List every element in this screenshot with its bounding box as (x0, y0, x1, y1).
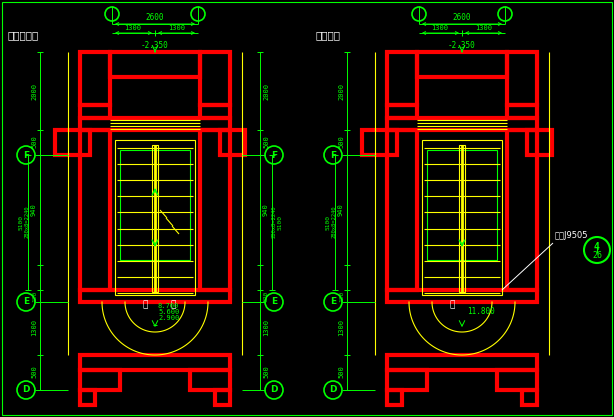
Bar (507, 105, 537, 118)
Text: F: F (23, 151, 29, 159)
Text: -2.350: -2.350 (448, 41, 476, 50)
Text: 8.700: 8.700 (158, 303, 179, 309)
Text: 1300: 1300 (125, 25, 141, 31)
Text: 5.600: 5.600 (158, 309, 179, 315)
Text: 1300: 1300 (31, 319, 37, 337)
Bar (80, 118, 230, 130)
Bar (80, 52, 110, 105)
Bar (417, 52, 507, 77)
Text: 120: 120 (263, 290, 268, 301)
Bar (110, 52, 200, 77)
Text: 280x8=2240: 280x8=2240 (25, 206, 30, 238)
Bar (362, 130, 397, 155)
Text: 下: 下 (142, 300, 148, 309)
Text: 280x8=2240: 280x8=2240 (272, 206, 277, 238)
Bar (422, 140, 502, 295)
Text: 2.900: 2.900 (158, 315, 179, 321)
Text: D: D (22, 385, 29, 394)
Text: 940: 940 (263, 203, 269, 216)
Text: 2000: 2000 (338, 83, 344, 100)
Bar (120, 150, 190, 260)
Bar (387, 52, 417, 105)
Text: 上: 上 (170, 300, 176, 309)
Text: 顶层平面: 顶层平面 (315, 30, 340, 40)
Text: 1300: 1300 (475, 25, 492, 31)
Text: 1300: 1300 (432, 25, 448, 31)
Bar (200, 52, 230, 105)
Text: D: D (329, 385, 336, 394)
Text: 1300: 1300 (338, 319, 344, 337)
Bar (427, 150, 497, 260)
Text: E: E (23, 297, 29, 306)
Bar (80, 290, 230, 302)
Text: 940: 940 (338, 203, 344, 216)
Bar (80, 105, 110, 118)
Text: 下: 下 (449, 300, 455, 309)
Text: 280x8=2240: 280x8=2240 (332, 206, 337, 238)
Text: 500: 500 (31, 366, 37, 378)
Bar (80, 355, 230, 370)
Bar (459, 145, 465, 292)
Bar (387, 370, 427, 390)
Text: 500: 500 (263, 366, 269, 378)
Text: 500: 500 (338, 136, 344, 148)
Text: 5100: 5100 (326, 214, 331, 229)
Bar (80, 130, 110, 290)
Bar (387, 290, 537, 302)
Text: 4: 4 (594, 242, 600, 252)
Bar (220, 130, 245, 155)
Bar (115, 140, 195, 295)
Text: 5100: 5100 (278, 214, 283, 229)
Text: 500: 500 (31, 136, 37, 148)
Bar (200, 105, 230, 118)
Text: D: D (270, 385, 278, 394)
Text: 500: 500 (263, 136, 269, 148)
Bar (215, 390, 230, 405)
Text: 2000: 2000 (263, 83, 269, 100)
Text: F: F (330, 151, 336, 159)
Text: 26: 26 (592, 251, 602, 259)
Bar (190, 370, 230, 390)
Text: 940: 940 (31, 203, 37, 216)
Text: E: E (330, 297, 336, 306)
Text: 5100: 5100 (19, 214, 24, 229)
Bar (152, 145, 158, 292)
Bar (507, 52, 537, 105)
Text: 标准层平面: 标准层平面 (8, 30, 39, 40)
Text: 2000: 2000 (31, 83, 37, 100)
Bar (387, 130, 417, 290)
Bar (387, 355, 537, 370)
Bar (497, 370, 537, 390)
Bar (387, 390, 402, 405)
Bar (507, 130, 537, 290)
Bar (55, 130, 90, 155)
Bar (527, 130, 552, 155)
Bar (200, 130, 230, 290)
Text: E: E (271, 297, 277, 306)
Bar (387, 118, 537, 130)
Bar (387, 105, 417, 118)
Text: 1300: 1300 (263, 319, 269, 337)
Text: -2.350: -2.350 (141, 41, 169, 50)
Text: 2600: 2600 (146, 13, 165, 22)
Text: 1300: 1300 (168, 25, 185, 31)
Text: 500: 500 (338, 366, 344, 378)
Bar (522, 390, 537, 405)
Text: 11.800: 11.800 (467, 307, 495, 316)
Text: 详苏J9505: 详苏J9505 (555, 231, 588, 240)
Bar (80, 370, 120, 390)
Text: 2600: 2600 (453, 13, 472, 22)
Text: 120: 120 (339, 290, 344, 301)
Text: F: F (271, 151, 277, 159)
Bar (80, 390, 95, 405)
Text: 120: 120 (32, 290, 37, 301)
